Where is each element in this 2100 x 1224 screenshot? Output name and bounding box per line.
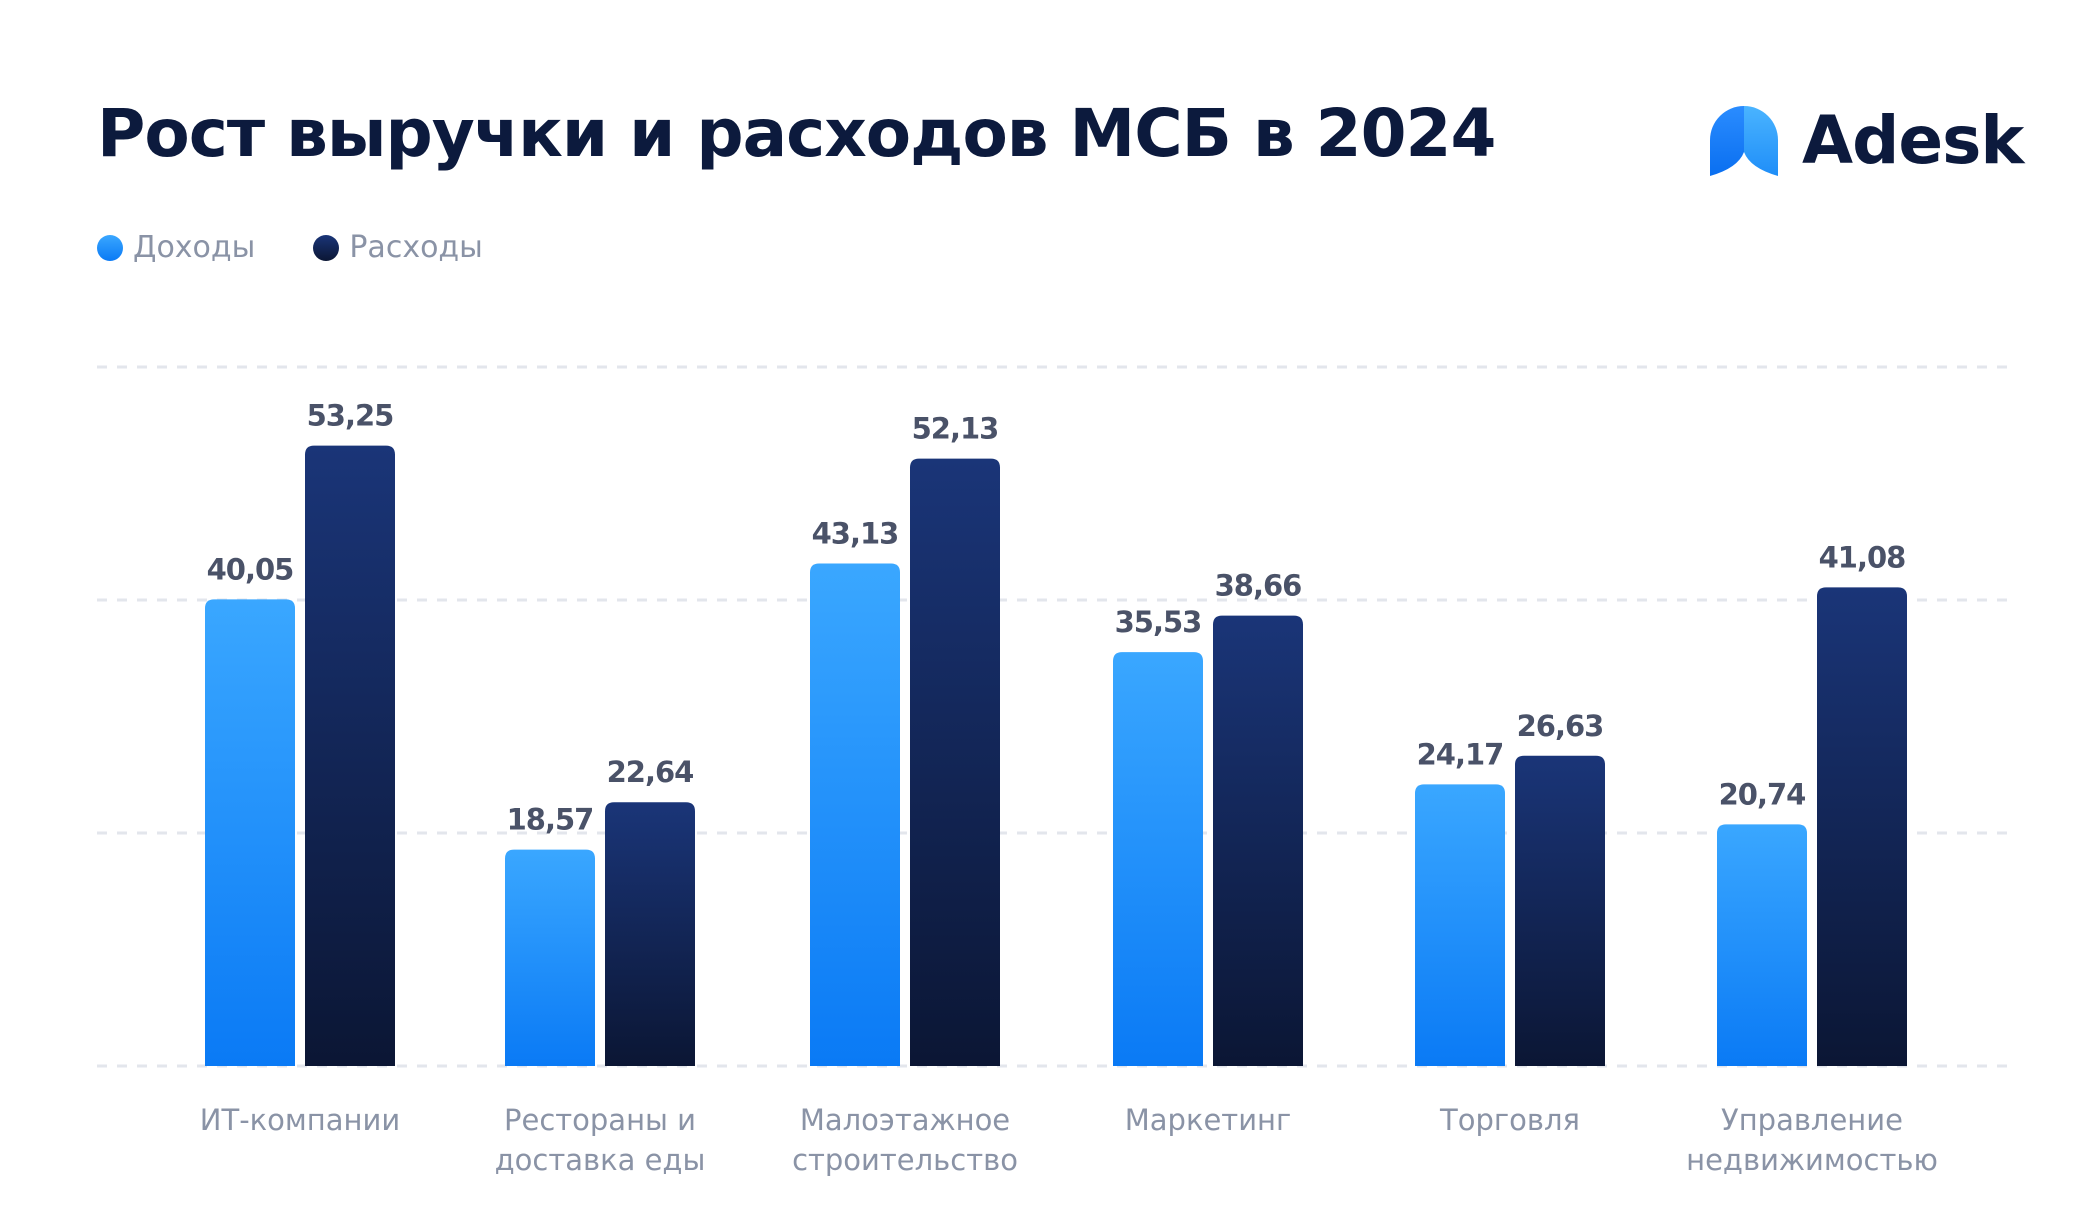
bar-value-label: 35,53 [1115, 605, 1202, 639]
legend-label-expense: Расходы [349, 230, 483, 265]
category-label: недвижимостью [1686, 1143, 1938, 1177]
category-label: доставка еды [495, 1143, 706, 1177]
bar-value-label: 53,25 [307, 399, 394, 433]
brand-logo: Adesk [1708, 100, 2024, 180]
bar-value-label: 20,74 [1719, 777, 1806, 811]
bar-income [205, 599, 295, 1066]
bar-value-label: 38,66 [1215, 569, 1302, 603]
chart-legend: Доходы Расходы [97, 230, 541, 265]
adesk-logo-icon [1710, 106, 1778, 176]
category-label: Управление [1721, 1103, 1903, 1137]
bar-value-label: 41,08 [1819, 540, 1906, 574]
bar-value-label: 40,05 [207, 552, 294, 586]
category-label: строительство [792, 1143, 1018, 1177]
bar-expense [1817, 587, 1907, 1066]
bar-value-label: 43,13 [812, 517, 899, 551]
legend-swatch-expense [313, 234, 340, 261]
legend-swatch-income [97, 234, 123, 261]
bar-income [505, 849, 595, 1066]
bar-expense [910, 458, 1000, 1066]
bar-value-label: 18,57 [507, 803, 594, 837]
legend-label-income: Доходы [133, 230, 256, 265]
bar-expense [605, 802, 695, 1066]
bar-expense [305, 445, 395, 1066]
bar-expense [1213, 615, 1303, 1066]
brand-name: Adesk [1802, 101, 2024, 179]
bar-value-label: 26,63 [1517, 709, 1604, 743]
bar-income [810, 563, 900, 1066]
legend-item-expense: Расходы [313, 230, 483, 265]
bar-income [1113, 652, 1203, 1066]
bar-income [1717, 824, 1807, 1066]
bar-value-label: 24,17 [1417, 737, 1504, 771]
bar-value-label: 22,64 [607, 755, 694, 789]
legend-item-income: Доходы [97, 230, 255, 265]
category-label: Маркетинг [1125, 1103, 1292, 1137]
category-label: Рестораны и [504, 1103, 696, 1137]
category-label: Торговля [1439, 1103, 1580, 1137]
bar-expense [1515, 755, 1605, 1066]
bar-income [1415, 784, 1505, 1066]
bar-value-label: 52,13 [912, 412, 999, 446]
category-label: ИТ-компании [200, 1103, 400, 1137]
category-label: Малоэтажное [800, 1103, 1010, 1137]
chart-title: Рост выручки и расходов МСБ в 2024 [97, 95, 1496, 172]
